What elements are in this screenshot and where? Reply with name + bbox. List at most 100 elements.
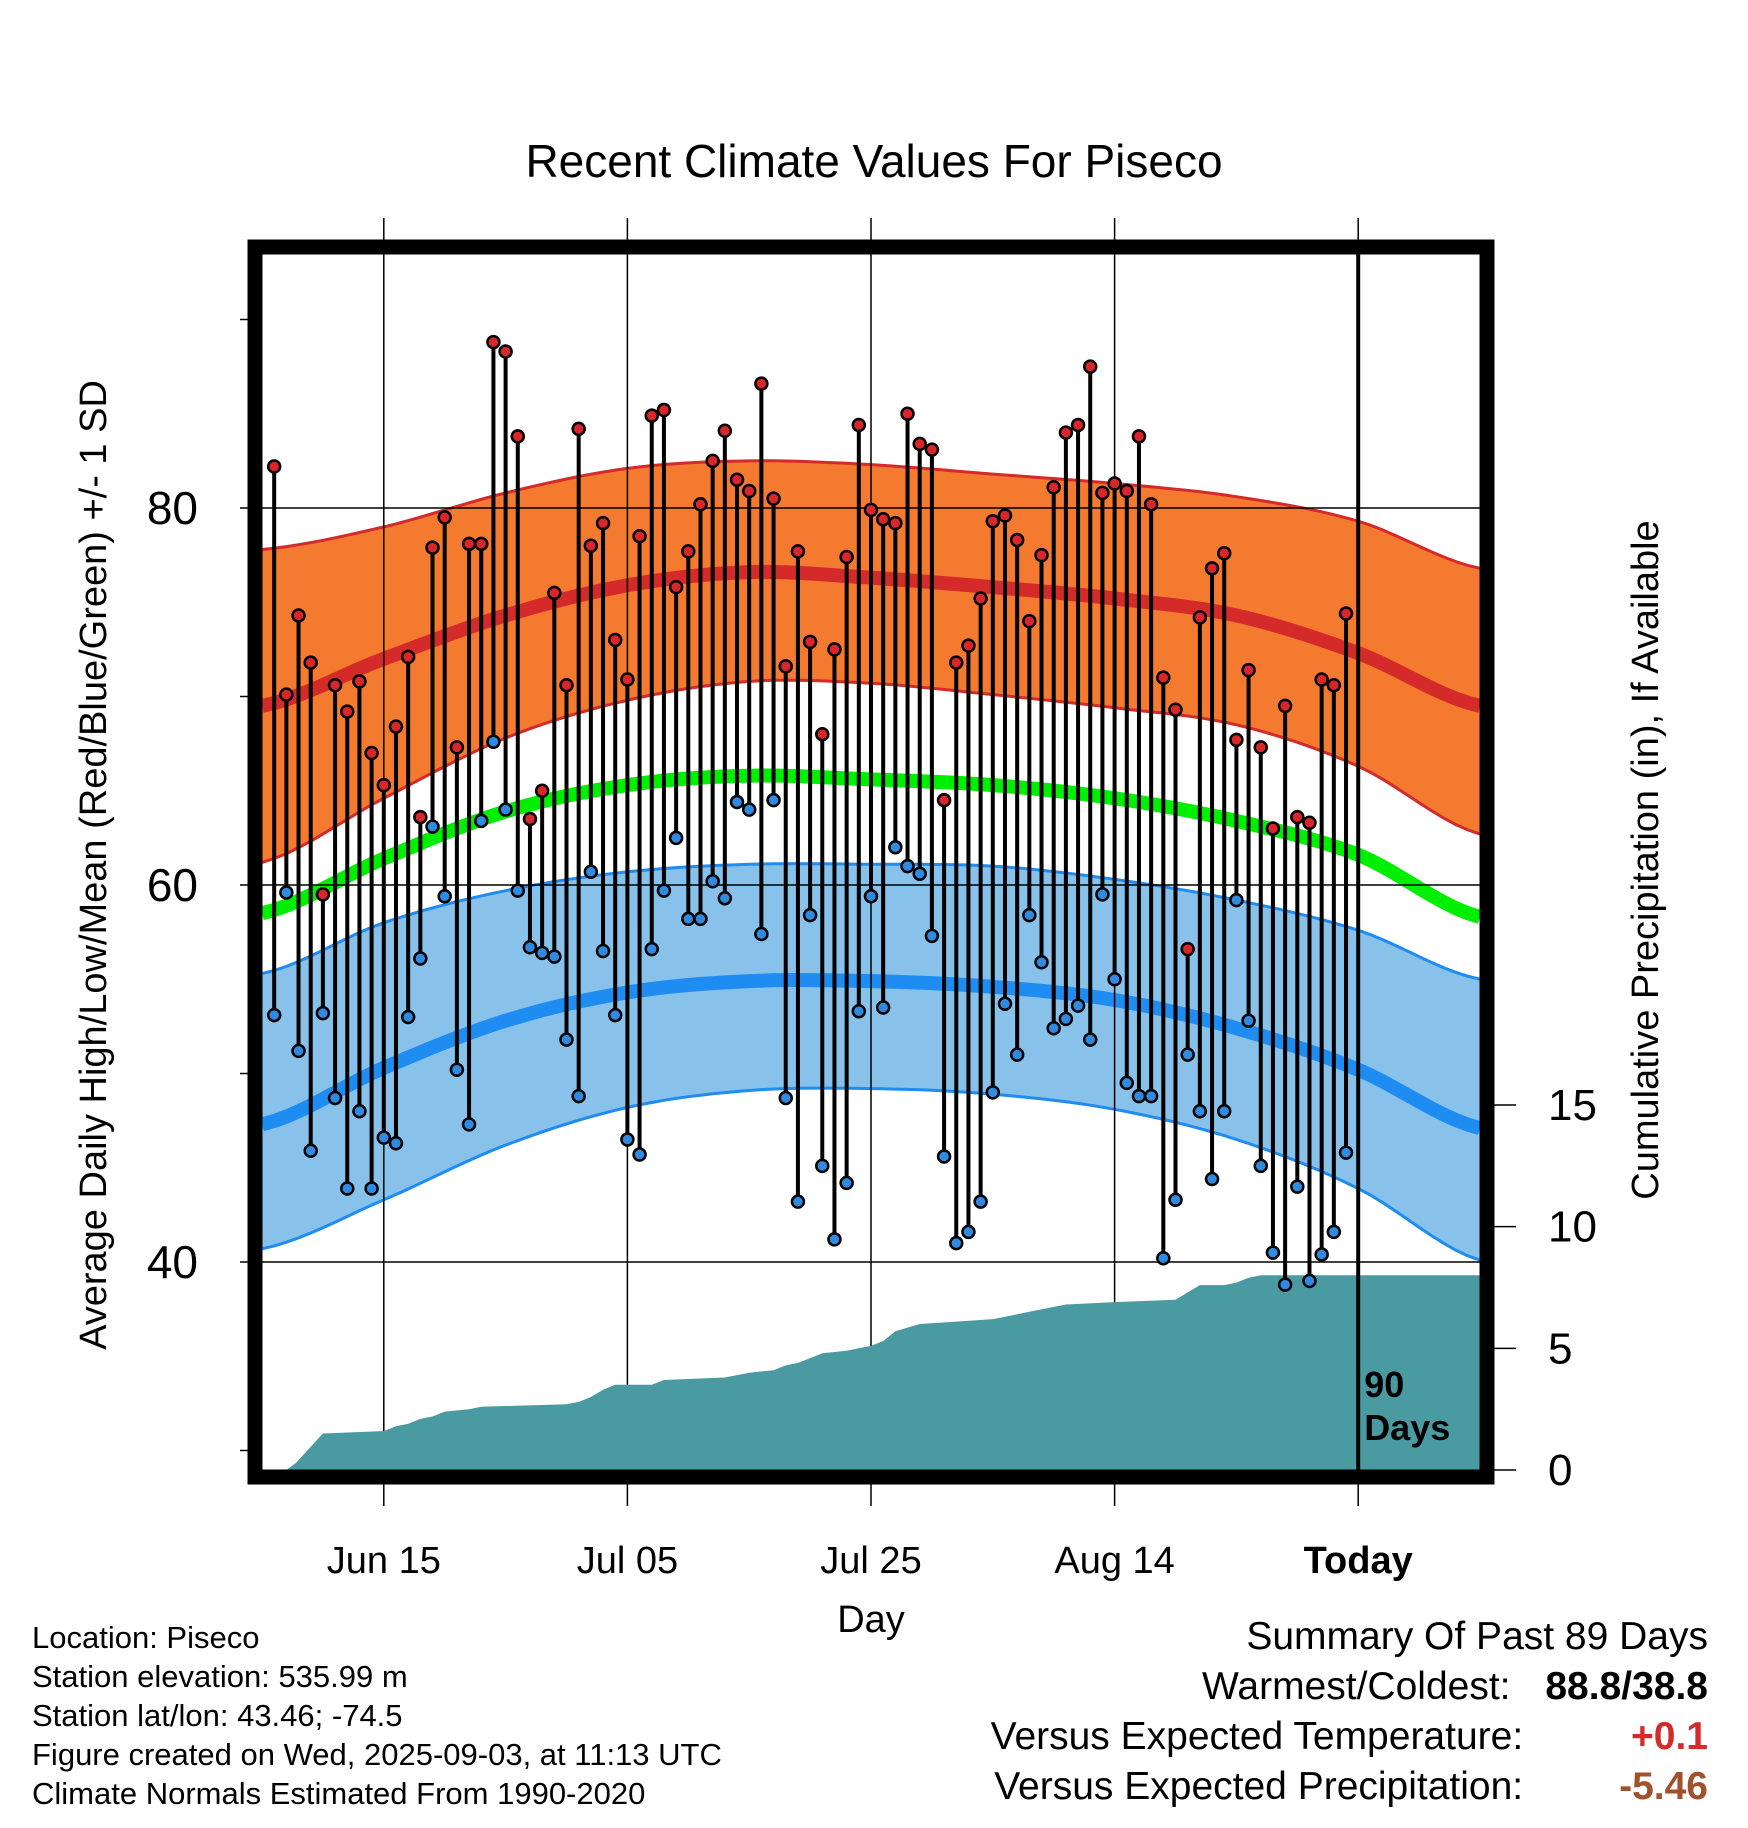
low-point <box>1156 1250 1171 1266</box>
high-point <box>461 536 477 552</box>
x-tick-label: Jul 05 <box>577 1540 678 1582</box>
low-point <box>1095 887 1110 902</box>
high-point <box>1022 613 1037 629</box>
high-point <box>1277 698 1293 714</box>
summary-temp-label: Versus Expected Temperature: <box>990 1715 1524 1758</box>
y2-tick-label: 0 <box>1548 1446 1572 1495</box>
low-point <box>1143 1088 1159 1104</box>
high-point <box>1216 545 1232 561</box>
high-point <box>303 655 318 670</box>
low-point <box>1009 1047 1025 1062</box>
high-point <box>778 659 793 674</box>
high-point <box>327 677 343 693</box>
high-point <box>729 472 745 487</box>
high-point <box>583 538 599 553</box>
high-point <box>656 402 672 418</box>
low-point <box>291 1043 306 1059</box>
y-tick-label: 40 <box>147 1236 198 1288</box>
low-point <box>1107 972 1122 987</box>
high-point <box>644 408 660 423</box>
high-point <box>985 513 1001 529</box>
low-point <box>327 1090 343 1106</box>
y2-axis-label: Cumulative Precipitation (in), If Availa… <box>1625 520 1667 1199</box>
low-point <box>534 945 550 961</box>
info-created: Figure created on Wed, 2025-09-03, at 11… <box>32 1737 722 1772</box>
low-point <box>620 1132 635 1147</box>
high-point <box>607 632 623 648</box>
low-point <box>924 928 940 944</box>
high-point <box>827 642 842 657</box>
low-point <box>413 951 428 966</box>
high-point <box>1082 359 1098 374</box>
high-point <box>1046 480 1061 495</box>
low-point <box>498 802 513 817</box>
high-point <box>291 608 306 623</box>
summary-precip-row: Versus Expected Precipitation: -5.46 <box>991 1762 1708 1812</box>
low-point <box>717 890 733 906</box>
high-point <box>681 544 696 559</box>
low-point <box>900 858 915 874</box>
high-point <box>1253 740 1269 755</box>
low-point <box>1119 1075 1135 1091</box>
low-point <box>559 1032 574 1047</box>
high-point <box>1095 485 1110 501</box>
low-point <box>851 1004 867 1019</box>
low-point <box>1034 955 1049 970</box>
low-point <box>425 819 440 834</box>
low-point <box>693 911 708 927</box>
low-point <box>1265 1245 1281 1260</box>
low-point <box>1290 1179 1305 1194</box>
y-tick-label: 60 <box>147 859 198 911</box>
low-point <box>547 949 562 964</box>
high-point <box>875 512 891 527</box>
high-point <box>315 887 331 902</box>
high-point <box>802 634 818 650</box>
low-point <box>668 830 684 846</box>
low-point <box>352 1103 367 1119</box>
high-point <box>839 549 854 565</box>
high-point <box>888 515 903 531</box>
low-point <box>815 1158 830 1174</box>
info-elevation: Station elevation: 535.99 m <box>32 1659 408 1694</box>
high-point <box>364 745 379 761</box>
low-point <box>1229 892 1244 908</box>
high-point <box>863 502 879 518</box>
low-point <box>754 926 769 942</box>
high-point <box>1168 702 1183 717</box>
low-point <box>936 1149 952 1164</box>
today-days-label: Days <box>1364 1407 1450 1448</box>
high-point <box>693 496 708 512</box>
high-point <box>973 591 988 606</box>
low-point <box>997 996 1013 1012</box>
high-point <box>1314 672 1329 687</box>
low-point <box>1168 1192 1183 1208</box>
low-point <box>778 1090 793 1106</box>
info-normals: Climate Normals Estimated From 1990-2020 <box>32 1776 646 1811</box>
high-point <box>376 777 392 793</box>
low-point <box>827 1232 842 1247</box>
high-point <box>473 536 489 552</box>
high-point <box>1009 532 1025 548</box>
high-point <box>352 674 367 689</box>
high-point <box>571 421 586 437</box>
low-point <box>340 1181 355 1196</box>
low-point <box>437 889 452 904</box>
plot-frame <box>247 239 1495 1485</box>
high-point <box>1034 547 1049 563</box>
high-point <box>547 585 562 601</box>
high-point <box>766 491 781 506</box>
chart-title: Recent Climate Values For Piseco <box>525 135 1223 187</box>
summary-temp-value: +0.1 <box>1631 1715 1708 1758</box>
low-point <box>949 1235 964 1251</box>
y-tick-label: 80 <box>147 482 198 534</box>
low-point <box>1180 1047 1195 1062</box>
high-point <box>924 442 940 457</box>
low-point <box>583 864 599 880</box>
high-point <box>815 726 830 742</box>
low-point <box>315 1005 331 1021</box>
high-point <box>949 655 964 670</box>
low-point <box>705 873 720 889</box>
high-point <box>522 811 538 827</box>
high-point <box>498 344 513 359</box>
